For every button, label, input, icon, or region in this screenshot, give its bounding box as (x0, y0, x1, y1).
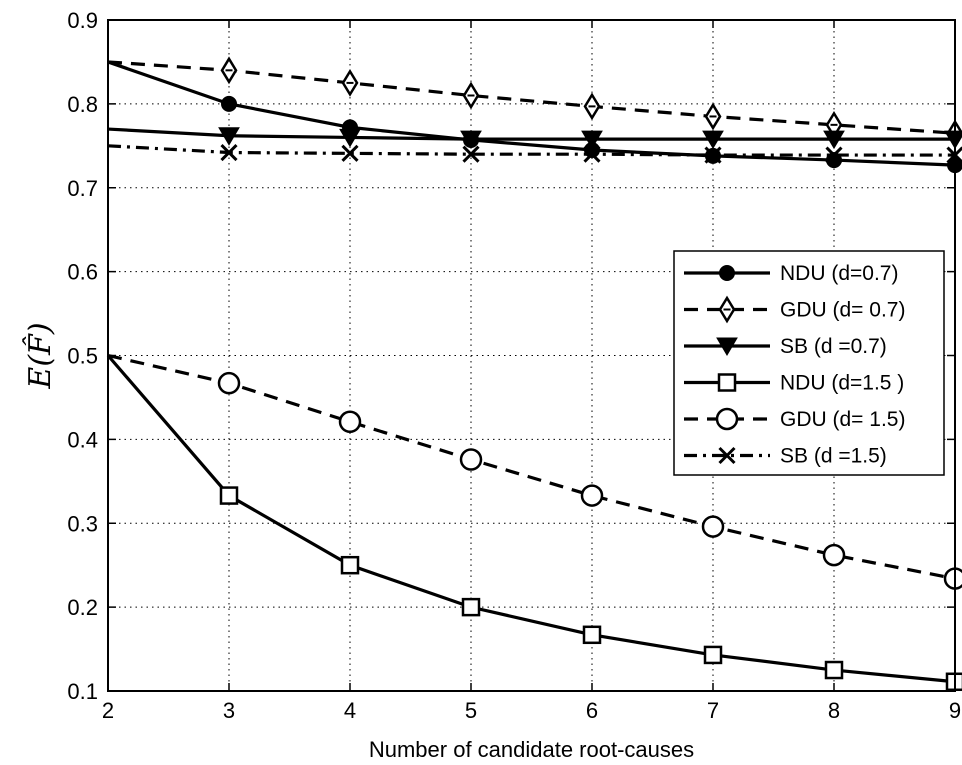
series-marker (943, 567, 962, 590)
x-tick-label: 9 (949, 698, 961, 723)
series-marker (716, 337, 738, 356)
series-marker (825, 146, 843, 164)
series-marker (704, 146, 722, 164)
series-marker (580, 484, 604, 507)
series-lines (106, 60, 956, 684)
legend-label: SB (d =1.5) (780, 445, 887, 468)
y-tick-label: 0.2 (67, 595, 98, 620)
series-line (107, 127, 955, 141)
y-tick-label: 0.1 (67, 679, 98, 704)
series-marker (719, 265, 735, 281)
y-axis-label: E(F̂) (23, 322, 58, 389)
y-tick-label: 0.7 (67, 176, 98, 201)
x-axis-label: Number of candidate root-causes (369, 737, 694, 762)
legend-label: SB (d =0.7) (780, 335, 887, 358)
series-marker (461, 597, 481, 617)
series-marker (826, 152, 842, 169)
series-marker (341, 144, 359, 162)
y-tick-label: 0.6 (67, 260, 98, 285)
x-tick-label: 7 (707, 698, 719, 723)
y-tick-label: 0.4 (67, 427, 98, 452)
y-tick-label: 0.5 (67, 344, 98, 369)
series-line (106, 354, 956, 684)
series-marker (583, 145, 601, 163)
series-marker (703, 645, 723, 665)
series-marker (581, 130, 603, 150)
series-marker (459, 448, 483, 471)
series-marker (823, 130, 845, 150)
axis-ticks (107, 19, 956, 692)
series-marker (460, 130, 482, 150)
series-marker (462, 145, 480, 163)
series-marker (822, 543, 846, 567)
series-marker (220, 143, 238, 162)
x-tick-labels: 2 3 4 5 6 7 8 9 (102, 698, 961, 723)
series-marker (824, 660, 844, 680)
series-marker (340, 555, 360, 575)
legend-label: GDU (d= 0.7) (780, 299, 905, 322)
series-line (107, 353, 956, 581)
series-marker (339, 128, 361, 148)
series-marker (217, 371, 241, 395)
x-tick-label: 4 (344, 698, 356, 723)
series-marker (701, 515, 725, 538)
x-tick-label: 3 (223, 698, 235, 723)
y-tick-labels: 0.1 0.2 0.3 0.4 0.5 0.6 0.7 0.8 0.9 (67, 8, 98, 704)
legend-box (673, 250, 945, 476)
legend: NDU (d=0.7) GDU (d= 0.7) SB (d =0.7) NDU (d… (673, 250, 945, 476)
series-line (107, 144, 955, 157)
legend-label: GDU (d= 1.5) (780, 408, 905, 431)
legend-label: NDU (d=0.7) (780, 262, 898, 285)
x-tick-label: 8 (828, 698, 840, 723)
series-line (107, 60, 956, 135)
series-line (107, 60, 956, 167)
series-marker (338, 410, 362, 434)
legend-label: NDU (d=1.5 ) (780, 372, 904, 395)
y-tick-label: 0.9 (67, 8, 98, 33)
x-tick-label: 6 (586, 698, 598, 723)
series-marker (702, 130, 724, 150)
series-marker (717, 373, 737, 392)
x-tick-label: 5 (465, 698, 477, 723)
series-marker (219, 486, 239, 505)
series-marker (718, 446, 736, 465)
series-marker (582, 625, 602, 645)
y-tick-label: 0.8 (67, 92, 98, 117)
y-tick-label: 0.3 (67, 511, 98, 536)
x-tick-label: 2 (102, 698, 114, 723)
series-marker (218, 127, 240, 146)
series-marker (221, 95, 237, 112)
series-marker (715, 407, 739, 431)
